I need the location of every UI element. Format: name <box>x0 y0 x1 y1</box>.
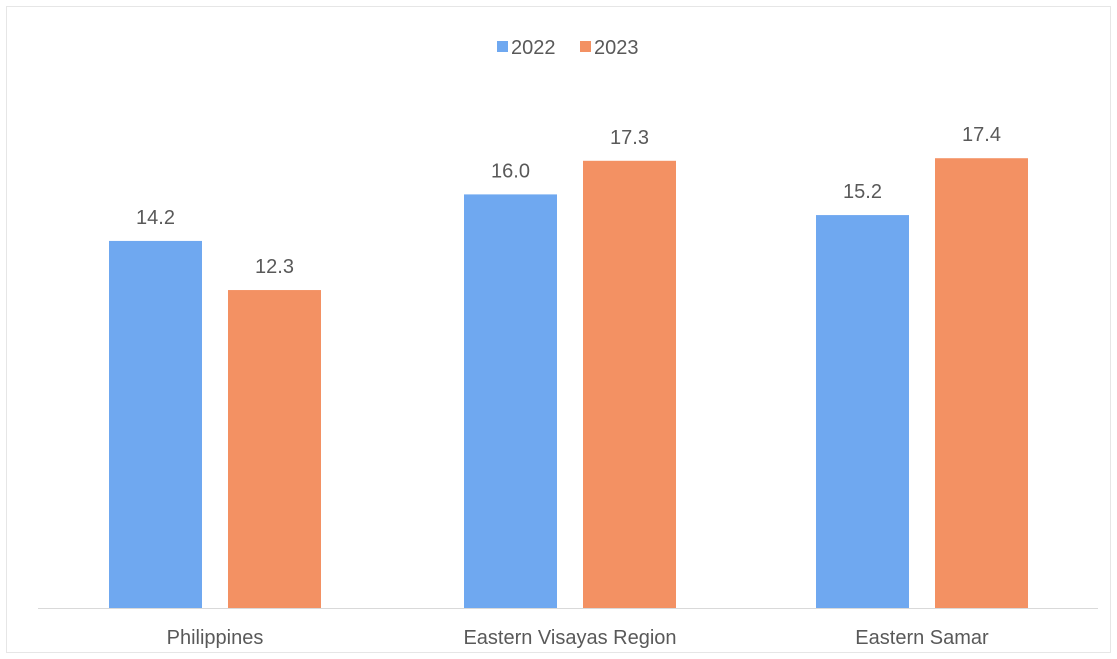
data-labels: 14.2 12.3 16.0 17.3 15.2 17.4 <box>136 124 1001 278</box>
legend-label: 2023 <box>594 37 639 59</box>
data-label: 16.0 <box>491 160 530 182</box>
legend: 2022 2023 <box>497 37 639 59</box>
data-label: 15.2 <box>843 181 882 203</box>
legend-label: 2022 <box>511 37 556 59</box>
x-tick-label: Philippines <box>167 627 264 649</box>
data-label: 17.3 <box>610 127 649 149</box>
data-label: 17.4 <box>962 124 1001 146</box>
bar-2022-2 <box>816 215 909 608</box>
legend-swatch-2022 <box>497 41 508 52</box>
bar-2023-1 <box>583 160 676 609</box>
bar-2023-0 <box>228 290 321 608</box>
bar-2022-0 <box>109 240 202 608</box>
x-tick-label: Eastern Visayas Region <box>463 627 676 649</box>
bars <box>109 158 1028 609</box>
x-tick-label: Eastern Samar <box>855 627 989 649</box>
legend-swatch-2023 <box>580 41 591 52</box>
data-label: 12.3 <box>255 256 294 278</box>
bar-2023-2 <box>935 158 1028 608</box>
x-tick-labels: Philippines Eastern Visayas Region Eastern… <box>167 627 989 649</box>
bar-2022-1 <box>464 194 557 608</box>
data-label: 14.2 <box>136 207 175 229</box>
